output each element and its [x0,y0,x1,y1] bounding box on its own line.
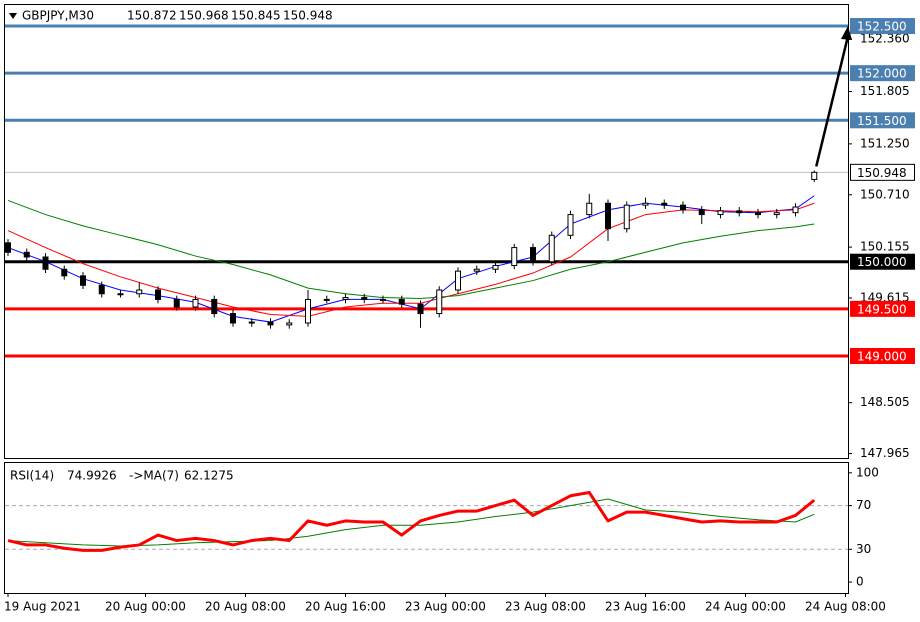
candle-body [586,202,593,216]
y-tick-label: 151.250 [860,136,910,150]
candle-body [698,209,705,216]
level-label: 149.500 [857,302,907,316]
x-tick-label: 23 Aug 00:00 [405,600,486,614]
x-tick-label: 20 Aug 16:00 [305,600,386,614]
candle-body [530,247,536,263]
candle-body [473,268,480,272]
candle-body [155,289,161,300]
x-tick-label: 20 Aug 00:00 [105,600,186,614]
candle-body [811,171,818,181]
x-tick-label: 20 Aug 08:00 [205,600,286,614]
candle-body [717,210,724,216]
candle-body [680,204,686,211]
candle-body [248,321,255,324]
y-tick-label: 148.505 [860,395,910,409]
candle-body [605,202,611,230]
candle-body [136,289,143,295]
current-price-label: 150.948 [857,166,907,180]
level-label: 150.000 [857,255,907,269]
y-tick-label: 152.360 [860,32,910,46]
close: 150.948 [283,9,333,23]
candle-body [61,268,68,277]
rsi-ma-name: ->MA(7) [129,469,179,483]
candle-body [80,275,86,286]
candle-body [267,321,274,326]
arrow-shaft [815,35,850,167]
rsi-panel [4,462,849,594]
rsi-ma-line [7,498,815,547]
candle-body [98,284,105,295]
candle-body [230,313,236,324]
arrow-head [841,26,852,41]
candle-body [792,206,799,214]
candle-body [642,202,649,206]
x-tick-label: 23 Aug 08:00 [505,600,586,614]
menu-triangle[interactable] [9,13,17,19]
y-tick-label: 150.710 [860,187,910,201]
candle-body [736,210,743,214]
candle-body [305,298,311,324]
candle-body [211,298,218,315]
rsi-y-tick-label: 30 [856,542,871,556]
low: 150.845 [231,9,281,23]
moving-average [7,199,815,299]
level-label: 152.500 [857,20,907,34]
candle-body [5,242,11,253]
candle-body [755,212,761,216]
level-label: 149.000 [857,349,907,363]
candle-body [342,297,349,300]
x-tick-label: 19 Aug 2021 [4,600,81,614]
level-label-box [850,18,915,35]
level-label-box [850,300,915,317]
rsi-y-tick-label: 70 [856,498,871,512]
candle-body [117,293,124,296]
current-price-box [850,163,915,181]
candle-body [623,204,630,230]
main-panel [4,4,849,459]
candle-body [23,251,30,258]
candle-body [511,247,518,266]
rsi-y-tick-label: 0 [856,575,864,589]
candle-body [773,212,780,216]
candle-body [661,202,668,206]
level-label-box [850,253,915,270]
candle-body [323,298,330,301]
candle-body [417,303,424,315]
y-tick-label: 151.805 [860,84,910,98]
moving-average [7,202,815,317]
candle-body [192,298,199,308]
rsi-line [7,490,816,552]
candle-body [436,289,443,315]
rsi-y-tick-label: 100 [856,465,879,479]
rsi-name: RSI(14) [10,469,54,483]
candle-body [173,298,180,308]
candle-body [380,298,386,301]
candle-body [286,322,293,326]
level-label: 151.500 [857,114,907,128]
candle-body [398,298,405,305]
candle-body [361,297,368,300]
x-tick-label: 24 Aug 08:00 [805,600,886,614]
candle-body [42,256,49,270]
open: 150.872 [127,9,177,23]
level-label-box [850,65,915,82]
rsi-value: 74.9926 [67,469,117,483]
x-tick-label: 24 Aug 00:00 [705,600,786,614]
y-tick-label: 147.965 [860,446,910,460]
level-label: 152.000 [857,67,907,81]
candle-body [455,270,461,291]
rsi-ma-value: 62.1275 [184,469,234,483]
level-label-box [850,112,915,129]
y-tick-label: 150.155 [860,240,910,254]
candle-body [548,234,555,263]
level-label-box [850,347,915,364]
candle-body [492,264,499,270]
high: 150.968 [179,9,229,23]
candle-body [567,214,574,236]
x-tick-label: 23 Aug 16:00 [605,600,686,614]
symbol: GBPJPY,M30 [22,9,94,23]
